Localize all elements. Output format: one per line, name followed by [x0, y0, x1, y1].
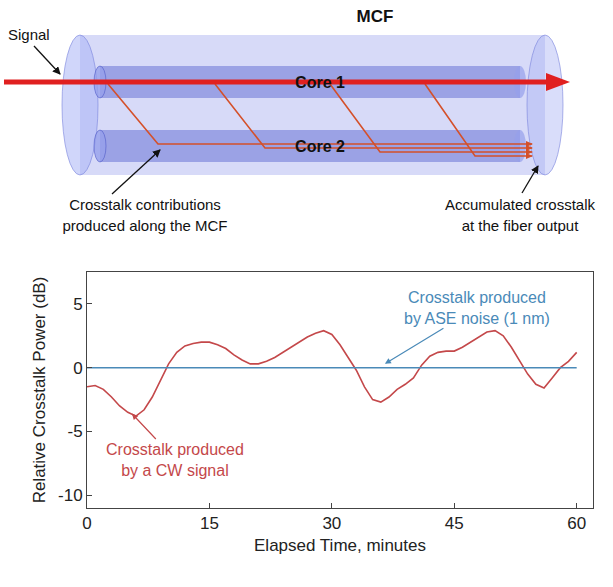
- svg-text:Core 2: Core 2: [295, 138, 345, 155]
- svg-text:45: 45: [445, 514, 464, 533]
- svg-text:Core 1: Core 1: [295, 74, 345, 91]
- svg-text:15: 15: [200, 514, 219, 533]
- svg-text:60: 60: [567, 514, 586, 533]
- svg-text:Accumulated crosstalk: Accumulated crosstalk: [445, 196, 596, 213]
- svg-text:Crosstalk producedby ASE noise: Crosstalk producedby ASE noise (1 nm): [404, 289, 550, 327]
- svg-text:-5: -5: [67, 422, 82, 441]
- svg-text:produced along the MCF: produced along the MCF: [62, 217, 227, 234]
- svg-text:0: 0: [82, 514, 91, 533]
- svg-text:MCF: MCF: [357, 7, 394, 26]
- svg-text:at the fiber output: at the fiber output: [462, 217, 580, 234]
- svg-text:-10: -10: [58, 486, 83, 505]
- svg-text:Crosstalk contributions: Crosstalk contributions: [69, 196, 221, 213]
- svg-text:30: 30: [322, 514, 341, 533]
- svg-text:Relative Crosstalk Power (dB): Relative Crosstalk Power (dB): [30, 277, 49, 504]
- svg-text:5: 5: [73, 295, 82, 314]
- svg-text:Crosstalk producedby a CW sign: Crosstalk producedby a CW signal: [106, 441, 244, 479]
- svg-text:0: 0: [73, 359, 82, 378]
- svg-text:Elapsed Time, minutes: Elapsed Time, minutes: [254, 536, 426, 555]
- svg-text:Signal: Signal: [8, 26, 50, 43]
